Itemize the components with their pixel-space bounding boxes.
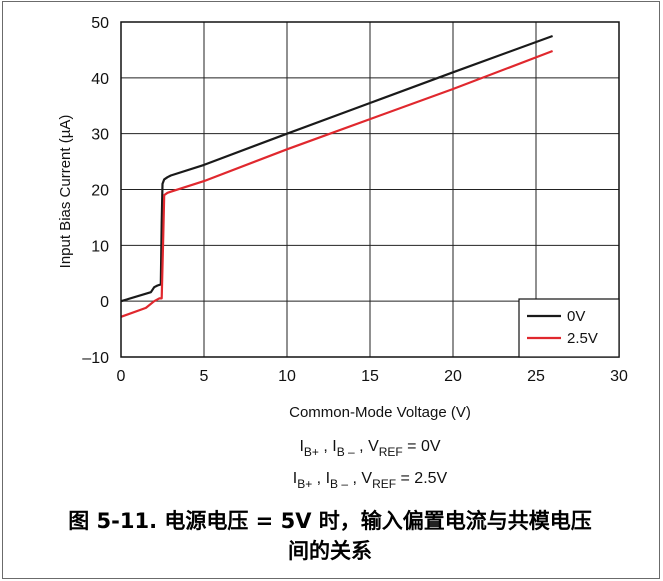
x-axis-title: Common-Mode Voltage (V): [289, 404, 471, 421]
condition-line-2: IB+ , IB – , VREF = 2.5V: [293, 470, 448, 491]
y-tick-label: 50: [91, 15, 109, 32]
x-tick-labels: 0 5 10 15 20 25 30: [117, 368, 628, 385]
legend-box: [518, 298, 620, 358]
series-line-0v: [120, 34, 553, 303]
legend-label: 0V: [567, 308, 585, 325]
y-tick-label: 10: [91, 238, 109, 255]
figure-caption-line-2: 间的关系: [288, 539, 372, 563]
legend-label: 2.5V: [567, 330, 598, 347]
x-tick-label: 20: [444, 368, 462, 385]
x-tick-label: 15: [361, 368, 379, 385]
y-tick-label: 30: [91, 127, 109, 144]
y-tick-label: 20: [91, 183, 109, 200]
x-tick-label: 30: [610, 368, 628, 385]
y-tick-label: 40: [91, 71, 109, 88]
series-line-25v: [120, 49, 553, 318]
y-axis-title: Input Bias Current (µA): [57, 115, 74, 269]
y-tick-label: 0: [100, 294, 109, 311]
legend: 0V 2.5V: [518, 298, 620, 358]
series-group: [120, 34, 553, 318]
figure-caption-line-1: 图 5-11. 电源电压 = 5V 时，输入偏置电流与共模电压: [68, 509, 592, 533]
y-tick-labels: –10 0 10 20 30 40 50: [82, 15, 109, 367]
x-tick-label: 10: [278, 368, 296, 385]
condition-line-1: IB+ , IB – , VREF = 0V: [299, 438, 440, 459]
plot-area-border: [120, 21, 620, 358]
y-tick-label: –10: [82, 350, 109, 367]
x-tick-label: 5: [200, 368, 209, 385]
chart: 0 5 10 15 20 25 30 –10 0 10 20 30 40 50 Common-Mode …: [57, 15, 628, 491]
x-tick-label: 25: [527, 368, 545, 385]
x-tick-label: 0: [117, 368, 126, 385]
